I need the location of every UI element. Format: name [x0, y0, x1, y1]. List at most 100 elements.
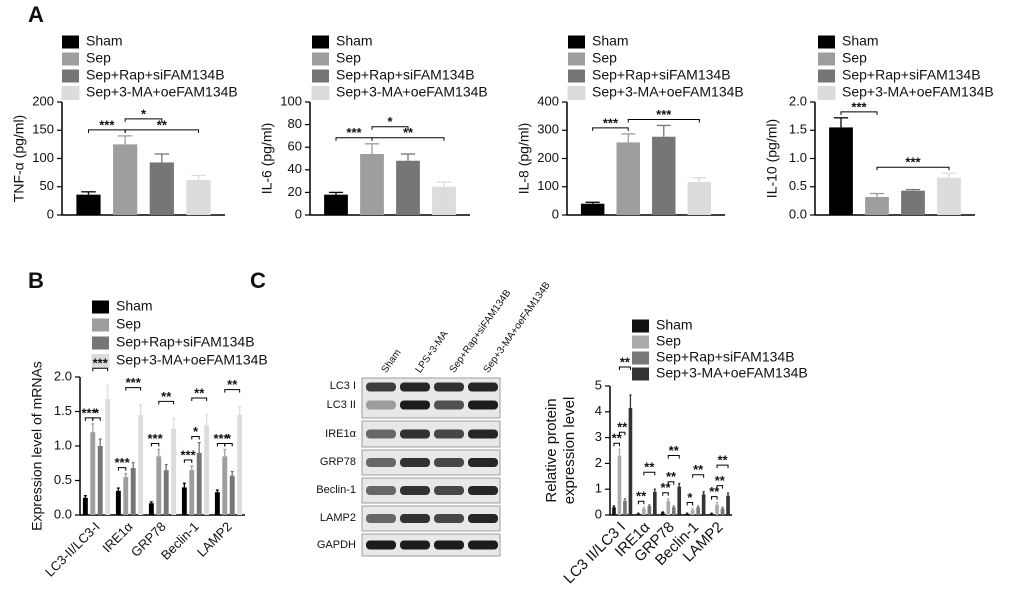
significance-label: ** — [693, 462, 704, 477]
y-tick-label: 0 — [595, 506, 602, 521]
significance-label: ** — [644, 460, 655, 475]
significance-bracket — [662, 492, 669, 496]
significance-label: *** — [603, 115, 619, 130]
bar — [115, 490, 121, 515]
bar — [628, 407, 633, 515]
y-axis-label: IL-8 (pg/ml) — [516, 123, 532, 195]
blot-band — [468, 486, 498, 495]
significance-bracket — [158, 400, 175, 405]
legend-swatch — [567, 86, 586, 100]
blot-band — [434, 382, 464, 392]
y-tick-label: 0 — [552, 206, 559, 221]
legend-label: Sep+3-MA+oeFAM134B — [86, 84, 238, 100]
bar — [171, 428, 177, 515]
significance-bracket — [124, 129, 200, 133]
blot-band — [434, 514, 464, 523]
bar — [671, 507, 676, 515]
significance-bracket — [124, 118, 163, 122]
bar — [229, 475, 235, 515]
y-tick-label: 1.0 — [789, 150, 807, 165]
bar — [149, 162, 174, 215]
significance-bracket — [692, 474, 705, 478]
x-tick-label: LAMP2 — [194, 519, 235, 560]
bar — [685, 513, 689, 515]
legend-swatch — [632, 335, 649, 349]
legend-swatch — [92, 300, 109, 314]
y-axis-label: TNF-α (pg/ml) — [11, 115, 27, 202]
bar — [696, 507, 700, 515]
significance-label: *** — [180, 447, 196, 462]
significance-label: ** — [715, 473, 726, 488]
bar — [720, 508, 725, 515]
y-tick-label: 200 — [537, 150, 559, 165]
legend-swatch — [62, 52, 79, 66]
y-tick-label: 100 — [280, 93, 302, 108]
y-tick-label: 40 — [288, 161, 302, 176]
significance-label: *** — [346, 125, 362, 140]
significance-label: *** — [81, 405, 97, 420]
significance-label: ** — [403, 125, 414, 140]
blot-band — [434, 458, 464, 467]
legend-swatch — [568, 52, 585, 66]
significance-bracket — [371, 137, 445, 141]
legend-swatch — [312, 69, 329, 83]
blot-box — [361, 533, 501, 557]
legend-label: Sham — [336, 33, 373, 49]
bar — [865, 196, 889, 215]
bar — [189, 470, 195, 515]
significance-label: ** — [709, 484, 720, 499]
blot-band — [400, 400, 430, 410]
legend-label: Sep — [842, 50, 867, 66]
blot-column-label: Sep+3-MA+oeFAM134B — [482, 280, 553, 375]
bar — [652, 136, 676, 215]
bar — [647, 505, 652, 515]
significance-bracket — [150, 442, 160, 447]
significance-label: *** — [213, 431, 229, 446]
legend-swatch — [92, 336, 109, 350]
significance-label: ** — [157, 117, 168, 132]
legend-swatch — [818, 52, 835, 66]
legend-swatch — [62, 35, 79, 49]
bar — [642, 508, 646, 515]
significance-label: ** — [620, 354, 631, 369]
significance-bracket — [125, 387, 142, 391]
blot-band — [434, 486, 464, 495]
bar — [616, 142, 640, 215]
y-axis-label: expression level — [561, 397, 578, 505]
bar — [237, 414, 243, 515]
bar — [82, 497, 88, 515]
bar — [901, 190, 925, 215]
legend-label: Sham — [656, 317, 693, 333]
bar — [660, 512, 665, 515]
significance-label: * — [687, 490, 693, 505]
legend-swatch — [818, 35, 835, 49]
bar — [123, 477, 129, 515]
y-tick-label: 1.5 — [789, 122, 807, 137]
legend-swatch — [568, 69, 585, 83]
y-tick-label: 1.0 — [54, 437, 72, 452]
bar — [715, 504, 719, 515]
significance-bracket — [613, 442, 620, 447]
y-tick-label: 20 — [288, 184, 302, 199]
legend-swatch — [91, 354, 110, 368]
significance-bracket — [224, 389, 241, 393]
legend-label: Sep+Rap+siFAM134B — [592, 67, 731, 83]
blot-row-label: LC3 II — [327, 399, 356, 411]
y-axis-label: Relative protein — [543, 398, 560, 502]
legend-label: Sham — [592, 33, 629, 49]
blot-band — [400, 514, 430, 523]
bar — [623, 500, 627, 515]
significance-bracket — [618, 366, 631, 371]
significance-bracket — [371, 126, 409, 130]
significance-label: *** — [99, 117, 115, 132]
bar — [113, 144, 138, 215]
bar — [653, 491, 657, 515]
significance-bracket — [191, 436, 200, 440]
blot-band — [400, 382, 430, 392]
blot-column-label: LPS+3-MA — [414, 329, 451, 375]
bar — [163, 470, 169, 515]
significance-label: *** — [656, 107, 672, 122]
significance-label: *** — [905, 155, 921, 170]
significance-bracket — [643, 471, 656, 476]
